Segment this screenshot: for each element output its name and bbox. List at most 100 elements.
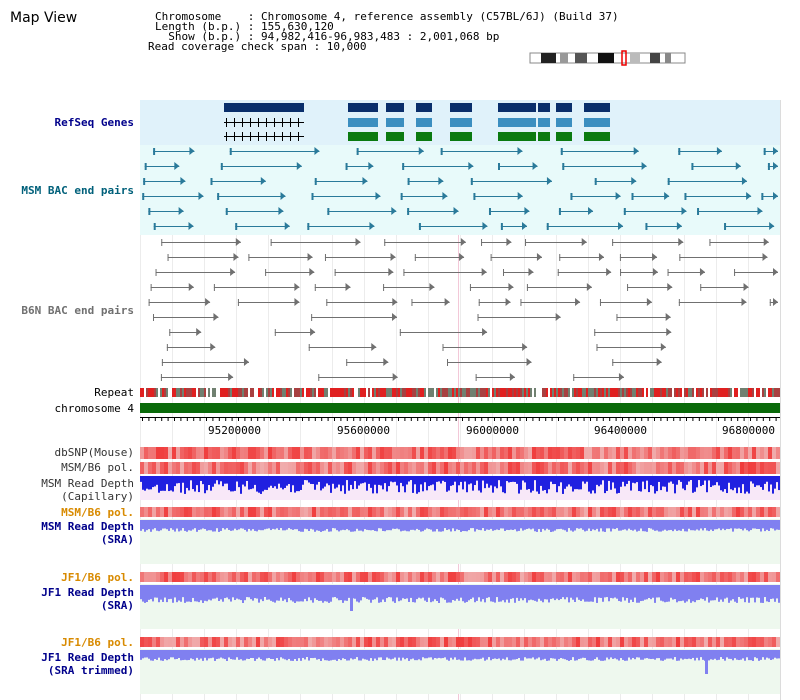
depth-bar (290, 650, 292, 661)
depth-bar (380, 650, 382, 658)
depth-bar (218, 650, 220, 659)
depth-bar (736, 476, 738, 494)
depth-bar (524, 520, 526, 530)
heat-cell (280, 637, 284, 647)
repeat-segment (566, 388, 568, 397)
bac-end (308, 344, 310, 351)
heat-cell (420, 637, 424, 647)
depth-bar (400, 520, 402, 532)
depth-bar (434, 585, 436, 600)
track-label-msm-bac[interactable]: MSM BAC end pairs (21, 184, 134, 197)
repeat-segment (242, 388, 244, 397)
depth-bar (746, 650, 748, 658)
heat-cell (756, 507, 760, 517)
bac-pair-line (469, 287, 514, 288)
bac-end (678, 148, 681, 155)
axis-minor-tick (263, 417, 265, 421)
bac-end (761, 193, 764, 200)
axis-minor-tick (769, 417, 771, 421)
bac-end (528, 268, 534, 276)
depth-bar (694, 520, 696, 531)
heat-cell (372, 637, 376, 647)
track-label-b6n-bac[interactable]: B6N BAC end pairs (21, 304, 134, 317)
bac-end (557, 269, 559, 276)
repeat-segment (642, 388, 644, 397)
depth-bar (774, 520, 776, 531)
heat-cell (672, 447, 676, 459)
depth-bar (656, 585, 658, 598)
bac-end (230, 268, 236, 276)
depth-bar (248, 585, 250, 598)
repeat-segment (704, 388, 706, 397)
depth-bar (744, 650, 746, 661)
heat-cell (288, 462, 292, 474)
bac-pair-line (148, 302, 211, 303)
depth-bar (390, 476, 392, 482)
heat-cell (692, 637, 696, 647)
depth-bar (710, 520, 712, 530)
axis-minor-tick (372, 417, 374, 421)
bac-end (384, 239, 386, 246)
depth-bar (586, 585, 588, 602)
depth-bar (452, 520, 454, 529)
depth-bar (368, 650, 370, 661)
heat-cell (332, 462, 336, 474)
chromosome-ideogram[interactable] (529, 50, 686, 66)
axis-minor-tick (199, 417, 201, 421)
gene-exon (274, 132, 275, 141)
depth-bar (460, 585, 462, 598)
depth-bar (490, 650, 492, 661)
heat-cell (180, 507, 184, 517)
repeat-segment (216, 388, 218, 397)
heat-cell (560, 462, 564, 474)
bac-end (660, 343, 666, 351)
depth-bar (420, 476, 422, 485)
repeat-segment (768, 388, 770, 397)
depth-bar (650, 476, 652, 486)
depth-bar (566, 476, 568, 487)
depth-bar (580, 650, 582, 659)
bac-end (418, 147, 424, 155)
track-label-refseq[interactable]: RefSeq Genes (54, 116, 134, 129)
depth-bar (392, 585, 394, 602)
bac-end (188, 283, 194, 291)
depth-bar (612, 476, 614, 483)
repeat-segment (196, 388, 198, 397)
depth-bar (616, 476, 618, 494)
heat-cell (580, 507, 584, 517)
depth-bar (444, 585, 446, 600)
depth-bar (614, 476, 616, 489)
repeat-segment (504, 388, 506, 397)
axis-minor-tick (686, 417, 687, 421)
repeat-segment (322, 388, 324, 397)
repeat-segment (612, 388, 614, 397)
heat-cell (404, 507, 408, 517)
bac-pair-line (724, 226, 775, 227)
repeat-segment (564, 388, 566, 397)
repeat-segment (480, 388, 482, 397)
depth-bar (446, 520, 448, 531)
repeat-segment (174, 388, 176, 397)
bac-pair-line (229, 151, 320, 152)
bac-end (444, 298, 450, 306)
heat-cell (724, 462, 728, 474)
repeat-segment (394, 388, 396, 397)
heat-cell (180, 637, 184, 647)
depth-bar (682, 520, 684, 529)
bac-end (482, 328, 488, 336)
axis-minor-tick (718, 417, 719, 421)
depth-bar (144, 650, 146, 658)
depth-bar (328, 585, 330, 603)
repeat-segment (436, 388, 438, 397)
depth-bar (250, 476, 252, 490)
heat-cell (512, 572, 516, 582)
heat-cell (236, 572, 240, 582)
depth-bar (770, 585, 772, 599)
repeat-segment (588, 388, 590, 397)
heat-cell (352, 507, 356, 517)
depth-bar (234, 650, 236, 660)
depth-bar (302, 585, 304, 602)
depth-bar (268, 585, 270, 600)
axis-minor-tick (526, 417, 527, 421)
depth-bar (620, 520, 622, 531)
